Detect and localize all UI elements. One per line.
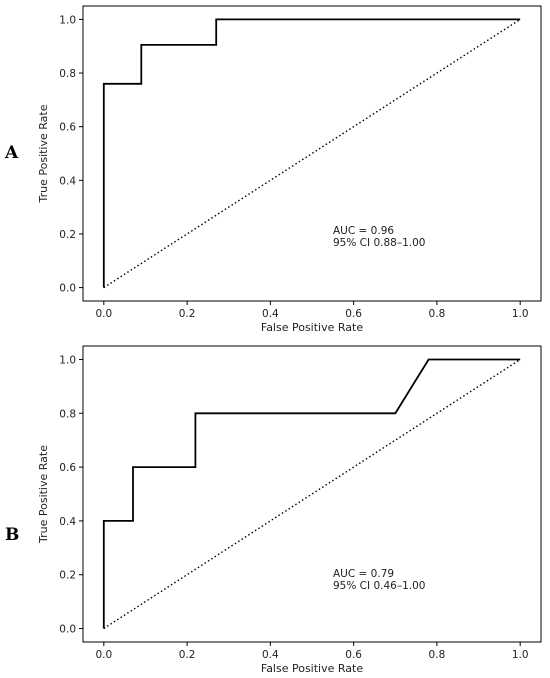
panel-a-y-tick-label: 0.4 [59,175,76,187]
panel-b-x-axis-label: False Positive Rate [261,662,363,675]
panel-a-x-tick-label: 0.6 [345,308,362,320]
panel-a-y-tick-label: 0.0 [59,283,76,295]
panel-a-y-tick-label: 0.8 [59,68,76,80]
panel-b-y-tick-label: 0.8 [59,408,76,420]
panel-a-label: A [4,143,19,163]
panel-a-x-axis-label: False Positive Rate [261,321,363,334]
panel-a-y-axis-label: True Positive Rate [37,104,50,203]
panel-b-x-tick-label: 1.0 [512,649,529,661]
panel-b-chance-line [103,358,521,630]
panel-b-y-tick-label: 0.4 [59,516,76,528]
panel-b-x-tick-label: 0.4 [262,649,279,661]
panel-b-y-tick-label: 0.6 [59,462,76,474]
panel-a-annotation-line: 95% CI 0.88–1.00 [333,237,425,249]
panel-b-roc-curve [102,358,521,629]
panel-b-x-tick-label: 0.2 [179,649,196,661]
panel-a-chance-line [103,18,521,289]
panel-b-x-tick-label: 0.6 [345,649,362,661]
panel-b-x-tick-label: 0.0 [95,649,112,661]
panel-a-annotation-line: AUC = 0.96 [333,225,394,237]
panel-b-y-tick-label: 0.2 [59,570,76,582]
panel-a-y-tick-label: 0.6 [59,122,76,134]
panel-a-x-tick-label: 1.0 [512,308,529,320]
panel-a-x-tick-label: 0.8 [429,308,446,320]
panel-a-y-tick-label: 1.0 [59,14,76,26]
panel-b-annotation-line: AUC = 0.79 [333,568,394,580]
panel-b-y-axis-label: True Positive Rate [37,445,50,544]
panel-a-y-tick-label: 0.2 [59,229,76,241]
panel-b-y-tick-label: 0.0 [59,624,76,636]
panel-a-x-tick-label: 0.2 [179,308,196,320]
panel-a-x-tick-label: 0.0 [95,308,112,320]
panel-b-annotation-line: 95% CI 0.46–1.00 [333,580,425,592]
panel-b-x-tick-label: 0.8 [429,649,446,661]
panel-a-axes-frame [82,5,542,302]
panel-a-x-tick-label: 0.4 [262,308,279,320]
panel-b-y-tick-label: 1.0 [59,354,76,366]
panel-b-axes-frame [82,345,542,643]
panel-b-label: B [5,525,19,545]
panel-a-roc-curve [102,18,521,288]
